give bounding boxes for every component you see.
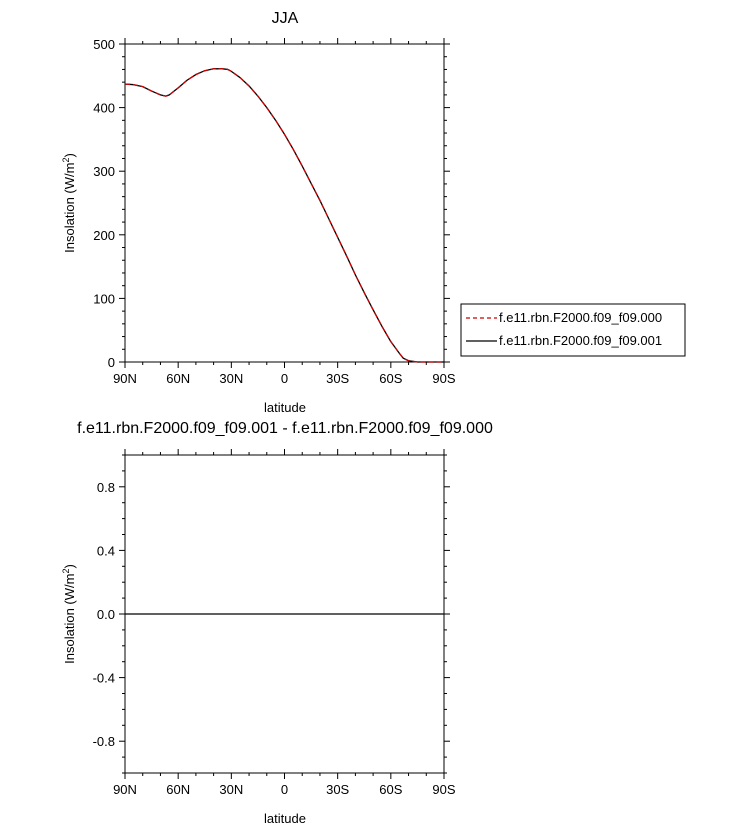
bottom-x-tick-label: 90S [432, 782, 455, 797]
bottom-x-tick-label: 60S [379, 782, 402, 797]
bottom-x-tick-label: 90N [113, 782, 137, 797]
top-y-tick-label: 400 [93, 101, 115, 116]
bottom-y-tick-label: -0.4 [93, 671, 115, 686]
top-series-line-1 [124, 68, 444, 363]
top-y-tick-label: 300 [93, 164, 115, 179]
bottom-y-tick-label: 0.0 [97, 607, 115, 622]
top-series-line-2 [124, 68, 444, 363]
bottom-tick-marks [119, 449, 450, 779]
bottom-y-tick-label: -0.8 [93, 734, 115, 749]
bottom-y-tick-labels: -0.8 -0.4 0.0 0.4 0.8 [93, 480, 115, 749]
top-tick-marks [119, 38, 450, 368]
top-x-tick-label: 30N [219, 371, 243, 386]
legend: f.e11.rbn.F2000.f09_f09.000 f.e11.rbn.F2… [460, 303, 686, 357]
top-y-tick-label: 100 [93, 291, 115, 306]
top-chart-title: JJA [272, 10, 299, 27]
top-x-axis-label: latitude [264, 400, 306, 415]
top-x-tick-label: 90N [113, 371, 137, 386]
bottom-chart: f.e11.rbn.F2000.f09_f09.001 - f.e11.rbn.… [61, 420, 493, 826]
legend-label-series-1: f.e11.rbn.F2000.f09_f09.000 [499, 310, 662, 325]
bottom-x-tick-label: 30N [219, 782, 243, 797]
top-x-tick-labels: 90N 60N 30N 0 30S 60S 90S [113, 371, 456, 386]
top-y-tick-label: 0 [108, 355, 115, 370]
top-x-tick-label: 30S [326, 371, 349, 386]
bottom-x-tick-label: 30S [326, 782, 349, 797]
bottom-chart-title: f.e11.rbn.F2000.f09_f09.001 - f.e11.rbn.… [77, 420, 493, 437]
top-y-tick-labels: 0 100 200 300 400 500 [93, 37, 115, 370]
top-x-tick-label: 90S [432, 371, 455, 386]
bottom-x-tick-label: 60N [166, 782, 190, 797]
top-x-tick-label: 60N [166, 371, 190, 386]
bottom-y-tick-label: 0.4 [97, 543, 115, 558]
bottom-y-axis-label: Insolation (W/m2) [61, 564, 77, 664]
bottom-x-tick-label: 0 [281, 782, 288, 797]
top-y-axis-label: Insolation (W/m2) [61, 153, 77, 253]
top-chart: JJA 90N 60N 30N 0 30S 60S 90S 0 100 200 300 400 500… [61, 10, 686, 415]
top-y-tick-label: 200 [93, 228, 115, 243]
legend-box [460, 303, 686, 357]
bottom-y-tick-label: 0.8 [97, 480, 115, 495]
bottom-x-axis-label: latitude [264, 811, 306, 826]
top-y-tick-label: 500 [93, 37, 115, 52]
top-series-lines [124, 68, 444, 363]
bottom-x-tick-labels: 90N 60N 30N 0 30S 60S 90S [113, 782, 456, 797]
top-x-tick-label: 60S [379, 371, 402, 386]
legend-label-series-2: f.e11.rbn.F2000.f09_f09.001 [499, 333, 662, 348]
top-x-tick-label: 0 [281, 371, 288, 386]
